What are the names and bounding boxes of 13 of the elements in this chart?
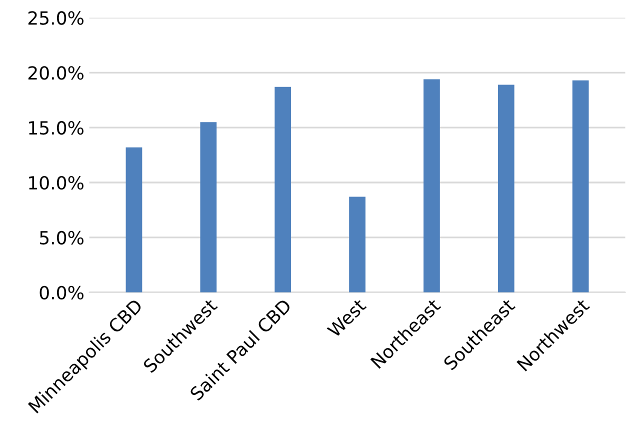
bar: [349, 196, 366, 292]
bar: [498, 84, 514, 292]
bar: [274, 86, 292, 292]
y-tick-label: 0.0%: [40, 286, 84, 300]
y-tick-label: 10.0%: [29, 176, 84, 190]
bar: [126, 147, 142, 292]
bar: [424, 79, 440, 292]
y-tick-label: 25.0%: [28, 11, 84, 25]
y-tick-label: 5.0%: [40, 230, 84, 245]
y-tick-label: 15.0%: [29, 121, 84, 135]
bar: [572, 80, 589, 292]
bar: [200, 122, 217, 292]
y-tick-label: 20.0%: [28, 66, 84, 80]
